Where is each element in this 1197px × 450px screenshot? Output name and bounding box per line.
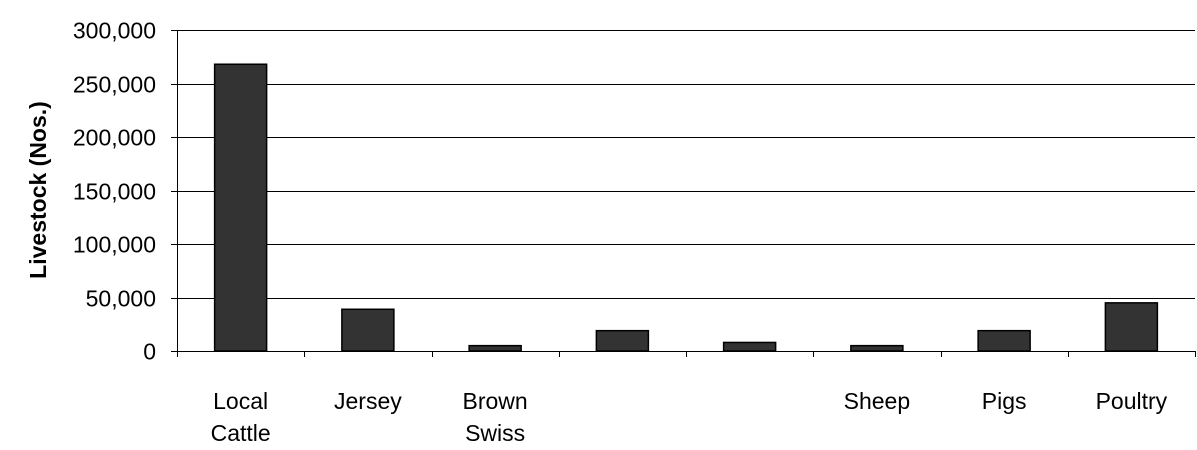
- y-tick-label: 250,000: [73, 72, 156, 98]
- bar: [722, 341, 777, 352]
- y-axis-title: Livestock (Nos.): [25, 101, 51, 279]
- x-category-label: Brown: [463, 388, 528, 414]
- x-category-label: Local: [213, 388, 268, 414]
- y-tick-label: 100,000: [73, 232, 156, 258]
- x-category-label: Swiss: [465, 420, 525, 446]
- y-tick-label: 50,000: [86, 286, 156, 312]
- gridlines: [177, 30, 1195, 299]
- x-category-label: Sheep: [844, 388, 911, 414]
- bar: [595, 329, 650, 352]
- x-category-label: Poultry: [1096, 388, 1168, 414]
- y-tick-label: 0: [143, 339, 156, 365]
- x-category-label: Pigs: [982, 388, 1027, 414]
- bar: [213, 63, 268, 352]
- y-tick-label: 200,000: [73, 125, 156, 151]
- bar: [977, 329, 1031, 352]
- y-tick-labels: 0 50,000 100,000 150,000 200,000 250,000 300,0…: [73, 18, 156, 365]
- bars: [213, 63, 1159, 352]
- y-tick-label: 150,000: [73, 179, 156, 205]
- category-labels: Local Cattle Jersey Brown Swiss Sheep Pigs Poul…: [211, 388, 1168, 446]
- bar: [1104, 302, 1159, 352]
- bar: [468, 344, 522, 352]
- axes: [171, 30, 1196, 357]
- x-category-label: Cattle: [211, 420, 271, 446]
- x-category-label: Jersey: [334, 388, 402, 414]
- y-tick-label: 300,000: [73, 18, 156, 44]
- bar: [850, 344, 904, 352]
- bar: [341, 308, 395, 352]
